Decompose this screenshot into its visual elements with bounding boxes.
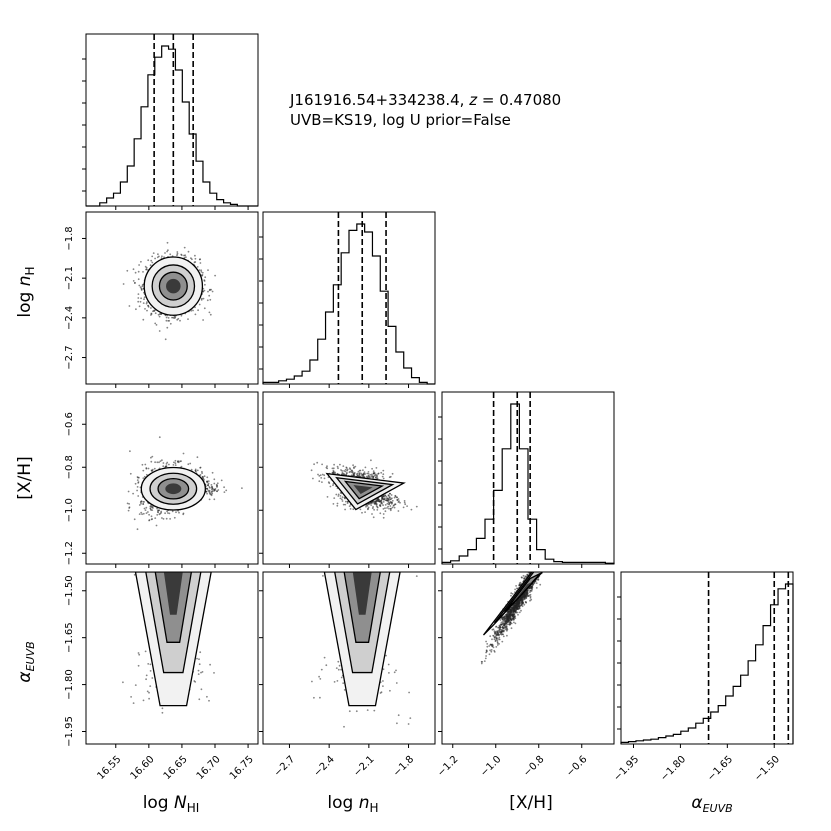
x-tick-label-lognH: −1.8 (391, 754, 416, 779)
x-tick-label-alpha: −1.80 (659, 754, 688, 783)
density-contour-lognH-vs-logNHI-3 (166, 278, 181, 294)
x-tick-label-alpha: −1.65 (706, 754, 735, 783)
density-contour-XH-vs-logNHI-3 (165, 483, 182, 495)
density-contour-alpha-vs-lognH-3 (352, 572, 372, 615)
x-tick-label-alpha: −1.95 (612, 754, 641, 783)
y-tick-label-XH: −0.8 (64, 455, 75, 479)
panel-alpha-vs-lognH: −2.7 −2.4 −2.1 −1.8 (259, 571, 436, 779)
panel-frame-XH-vs-lognH (262, 391, 436, 565)
x-tick-label-XH: −1.0 (479, 754, 504, 779)
panel-XH-vs-XH (438, 391, 615, 568)
y-tick-label-XH: −1.2 (64, 541, 75, 565)
panel-XH-vs-logNHI: −1.2 −1.0 −0.8 −0.6 (64, 391, 259, 568)
y-tick-label-alpha: −1.50 (64, 575, 75, 606)
y-tick-label-XH: −0.6 (64, 412, 75, 436)
histogram-lognH (262, 223, 435, 385)
x-tick-label-XH: −1.2 (436, 754, 461, 779)
x-tick-label-XH: −0.8 (522, 754, 547, 779)
density-contour-alpha-vs-XH-2 (503, 572, 541, 613)
histogram-alpha (620, 583, 794, 744)
y-axis-label-xh: [X/H] (15, 456, 35, 499)
panel-lognH-vs-logNHI: −2.7 −2.4 −2.1 −1.8 (64, 211, 259, 388)
panel-frame-alpha-vs-XH (441, 571, 615, 745)
title-line-2: UVB=KS19, log U prior=False (290, 111, 511, 129)
panel-alpha-vs-logNHI: 16.55 16.60 16.65 16.70 16.75 −1.95 −1.80 −1.65… (64, 571, 259, 782)
x-tick-label-logNHI: 16.65 (162, 754, 190, 782)
y-tick-label-alpha: −1.95 (64, 716, 75, 747)
y-tick-label-alpha: −1.65 (64, 622, 75, 653)
histogram-XH (441, 403, 615, 564)
panel-frame-alpha-vs-lognH (262, 571, 436, 745)
corner-panels: −2.7−2.4−2.1−1.8−1.2−1.0−0.8−0.616.55 16.… (64, 33, 794, 783)
density-contour-alpha-vs-logNHI-3 (163, 572, 183, 615)
panel-frame-lognH-vs-lognH (262, 211, 436, 385)
x-tick-label-logNHI: 16.60 (129, 754, 157, 782)
x-axis-label-lognh: log nH (327, 793, 378, 815)
y-tick-label-lognH: −1.8 (64, 226, 75, 250)
y-tick-label-XH: −1.0 (64, 498, 75, 522)
panel-frame-alpha-vs-alpha (620, 571, 794, 745)
y-tick-label-lognH: −2.1 (64, 266, 75, 290)
x-tick-label-lognH: −2.4 (312, 754, 337, 779)
panel-alpha-vs-alpha: −1.95 −1.80 −1.65 −1.50 (612, 571, 794, 783)
title-line-1: J161916.54+334238.4, z = 0.47080 (289, 91, 561, 109)
x-axis-label-lognhi: log NHI (143, 793, 200, 815)
x-tick-label-lognH: −2.1 (352, 754, 377, 779)
x-tick-label-logNHI: 16.70 (195, 754, 223, 782)
density-contour-XH-vs-lognH-3 (353, 484, 373, 494)
x-axis-label-alpha: αEUVB (691, 793, 732, 815)
x-tick-label-alpha: −1.50 (753, 754, 782, 783)
y-axis-label-lognh: log nH (15, 266, 37, 317)
panel-frame-logNHI-vs-logNHI (85, 33, 259, 207)
x-tick-label-logNHI: 16.55 (96, 754, 124, 782)
panel-frame-lognH-vs-logNHI (85, 211, 259, 385)
x-tick-label-XH: −0.6 (565, 754, 590, 779)
histogram-logNHI (86, 45, 258, 207)
figure-title: J161916.54+334238.4, z = 0.47080 UVB=KS1… (289, 91, 561, 129)
y-tick-label-lognH: −2.4 (64, 306, 75, 330)
x-tick-label-lognH: −2.7 (272, 754, 297, 779)
panel-frame-XH-vs-logNHI (85, 391, 259, 565)
density-contour-alpha-vs-XH-3 (513, 581, 533, 602)
panel-alpha-vs-XH: −1.2 −1.0 −0.8 −0.6 (436, 571, 615, 779)
y-axis-label-alpha: αEUVB (15, 641, 37, 682)
y-tick-label-alpha: −1.80 (64, 669, 75, 700)
panel-frame-XH-vs-XH (441, 391, 615, 565)
x-tick-label-logNHI: 16.75 (228, 754, 256, 782)
panel-logNHI-vs-logNHI (82, 33, 259, 210)
y-tick-label-lognH: −2.7 (64, 345, 75, 369)
panel-XH-vs-lognH (259, 391, 436, 568)
panel-lognH-vs-lognH (259, 211, 436, 388)
x-axis-label-xh: [X/H] (509, 793, 552, 813)
panel-frame-alpha-vs-logNHI (85, 571, 259, 745)
